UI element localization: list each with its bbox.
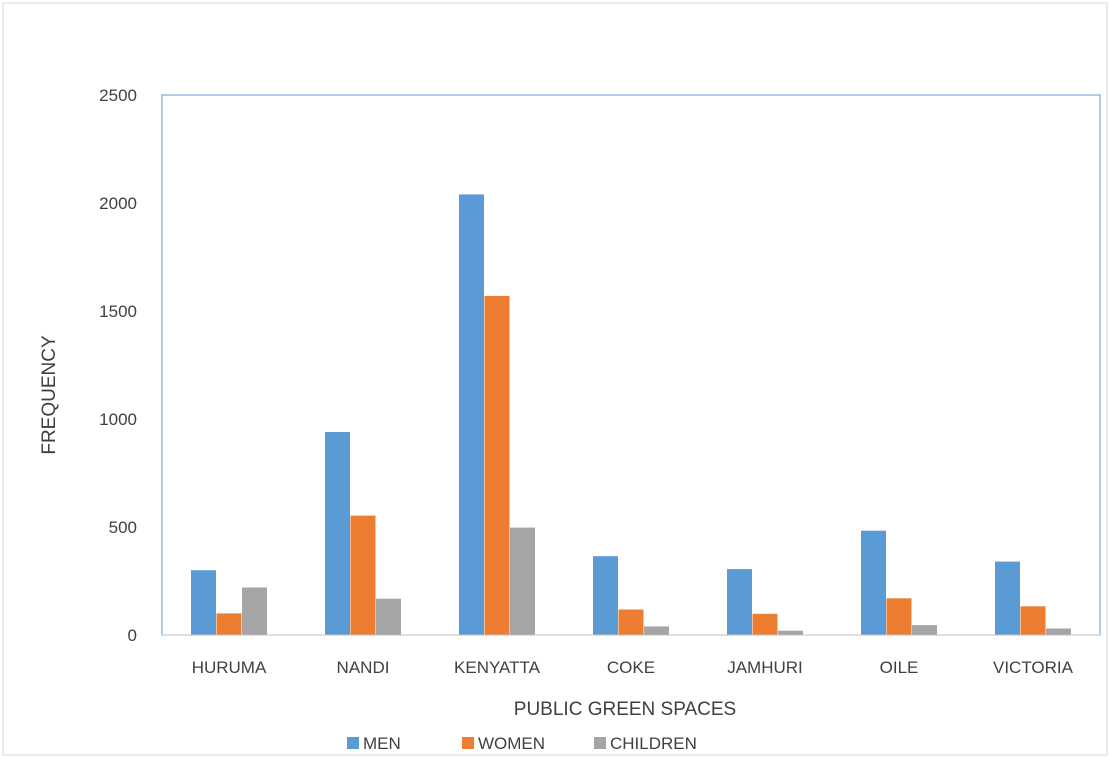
- legend-swatch-men: [347, 737, 359, 749]
- bar-children-oile: [912, 625, 937, 635]
- legend: MEN WOMEN CHILDREN: [347, 734, 697, 753]
- y-tick-label: 2000: [99, 194, 137, 213]
- legend-swatch-women: [462, 737, 474, 749]
- bar-children-victoria: [1046, 628, 1071, 635]
- y-axis-title: FREQUENCY: [39, 335, 60, 455]
- legend-label-men: MEN: [363, 734, 401, 753]
- bar-women-huruma: [216, 613, 242, 635]
- bars-group: [191, 194, 1071, 635]
- bar-men-victoria: [995, 561, 1020, 635]
- bar-women-victoria: [1020, 606, 1046, 635]
- bar-men-coke: [593, 556, 618, 635]
- x-tick-label: OILE: [880, 658, 919, 677]
- y-tick-label: 1500: [99, 302, 137, 321]
- bar-women-kenyatta: [484, 295, 510, 635]
- y-tick-label: 1000: [99, 410, 137, 429]
- bar-men-kenyatta: [459, 194, 484, 635]
- legend-swatch-children: [594, 737, 606, 749]
- bar-children-nandi: [376, 598, 401, 635]
- bar-women-jamhuri: [752, 613, 778, 635]
- y-axis-ticks: 0 500 1000 1500 2000 2500: [99, 86, 137, 645]
- bar-children-jamhuri: [778, 630, 803, 635]
- bar-women-oile: [886, 598, 912, 635]
- bar-men-jamhuri: [727, 569, 752, 635]
- x-axis-ticks: HURUMA NANDI KENYATTA COKE JAMHURI OILE VICTOR…: [192, 658, 1074, 677]
- y-tick-label: 500: [109, 518, 137, 537]
- bar-men-huruma: [191, 570, 216, 635]
- bar-women-coke: [618, 609, 644, 635]
- x-tick-label: KENYATTA: [454, 658, 541, 677]
- x-tick-label: JAMHURI: [727, 658, 803, 677]
- x-tick-label: COKE: [607, 658, 655, 677]
- x-axis-title: PUBLIC GREEN SPACES: [514, 699, 736, 720]
- bar-children-kenyatta: [510, 527, 535, 635]
- legend-label-children: CHILDREN: [610, 734, 697, 753]
- bar-women-nandi: [350, 515, 376, 635]
- bar-men-oile: [861, 530, 886, 635]
- x-tick-label: VICTORIA: [993, 658, 1074, 677]
- y-tick-label: 0: [128, 626, 137, 645]
- x-tick-label: HURUMA: [192, 658, 267, 677]
- x-tick-label: NANDI: [337, 658, 390, 677]
- bar-children-huruma: [242, 587, 267, 635]
- bar-children-coke: [644, 626, 669, 635]
- bar-men-nandi: [325, 432, 350, 635]
- legend-label-women: WOMEN: [478, 734, 545, 753]
- y-tick-label: 2500: [99, 86, 137, 105]
